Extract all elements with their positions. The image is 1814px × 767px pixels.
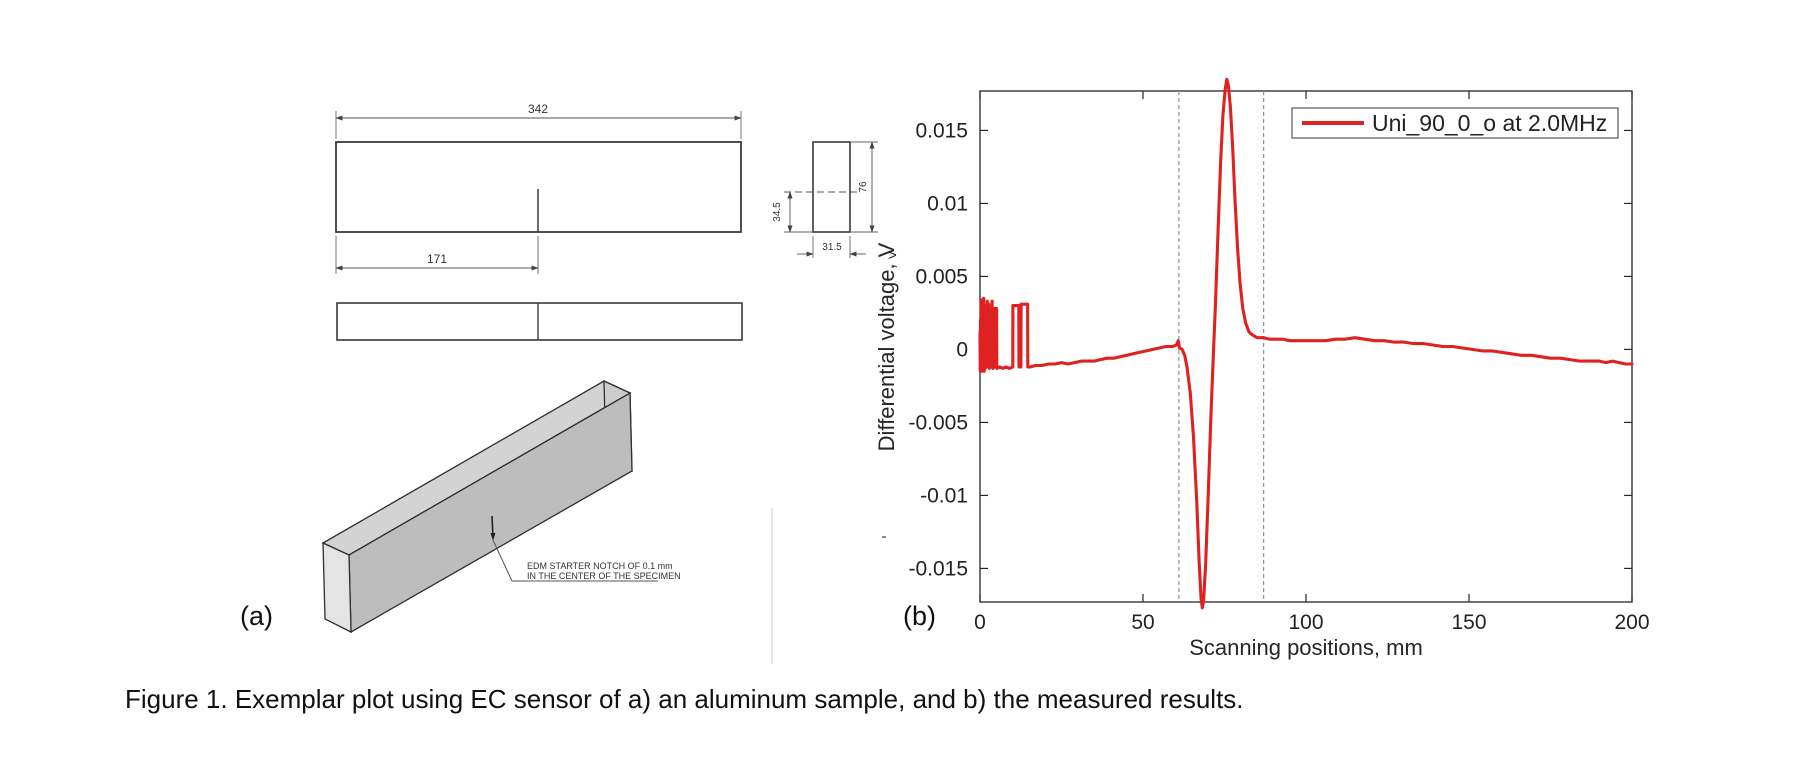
artifact-chevron: > <box>888 247 897 264</box>
x-tick-label: 200 <box>1614 611 1649 634</box>
axes-box <box>979 90 1633 603</box>
artifact-dot <box>882 536 886 538</box>
figure-caption: Figure 1. Exemplar plot using EC sensor … <box>125 684 1244 714</box>
data-series-line <box>978 77 1634 610</box>
x-tick-label: 100 <box>1288 611 1323 634</box>
edm-note-line2: IN THE CENTER OF THE SPECIMEN <box>527 571 681 581</box>
y-tick-label: -0.005 <box>908 411 968 434</box>
legend: Uni_90_0_o at 2.0MHz <box>1291 107 1619 139</box>
y-axis-label: Differential voltage, V <box>874 242 899 451</box>
dimension-value-length: 342 <box>528 102 548 116</box>
panel-b-label: (b) <box>903 601 936 631</box>
bar-left-end-face <box>322 541 352 634</box>
x-axis-label: Scanning positions, mm <box>1189 635 1423 660</box>
panel-a-label: (a) <box>240 601 273 631</box>
legend-entry-label: Uni_90_0_o at 2.0MHz <box>1372 110 1607 136</box>
specimen-drawing: 342 171 34.5 76 31.5 <box>321 102 878 664</box>
y-tick-label: -0.01 <box>920 484 968 507</box>
bar-notch-tip <box>490 533 496 541</box>
note-leader-line <box>492 539 658 582</box>
y-tick-label: 0.015 <box>915 119 968 142</box>
y-tick-label: -0.015 <box>908 557 968 580</box>
dimension-value-notch-depth: 34.5 <box>772 202 783 222</box>
edm-note-line1: EDM STARTER NOTCH OF 0.1 mm <box>527 561 673 571</box>
dimension-value-thickness: 31.5 <box>822 242 842 253</box>
dimension-value-height: 76 <box>858 181 869 193</box>
y-tick-label: 0 <box>956 338 968 361</box>
dimension-value-half-length: 171 <box>427 252 447 266</box>
isometric-specimen <box>321 379 633 634</box>
top-view-outline <box>336 302 743 341</box>
chart: Differential voltage, V Scanning positio… <box>874 77 1650 660</box>
x-tick-label: 150 <box>1451 611 1486 634</box>
y-tick-label: 0.005 <box>915 265 968 288</box>
x-tick-label: 0 <box>974 611 986 634</box>
x-tick-label: 50 <box>1131 611 1154 634</box>
section-view-outline <box>812 141 851 233</box>
chart-plot-layer: 0 50 100 150 200 -0.015 -0.01 -0.005 0 0.005 0.01 0… <box>908 77 1650 634</box>
y-tick-label: 0.01 <box>927 192 968 215</box>
